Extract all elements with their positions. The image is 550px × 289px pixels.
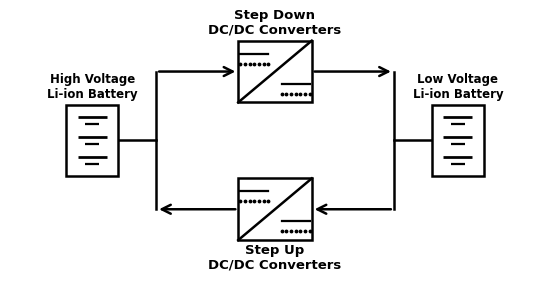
Text: Step Down
DC/DC Converters: Step Down DC/DC Converters [208,9,342,37]
Bar [432,105,484,176]
Text: Low Voltage
Li-ion Battery: Low Voltage Li-ion Battery [412,73,503,101]
Bar [238,178,312,240]
Bar [66,105,118,176]
Text: High Voltage
Li-ion Battery: High Voltage Li-ion Battery [47,73,138,101]
Text: Step Up
DC/DC Converters: Step Up DC/DC Converters [208,244,342,272]
Bar [238,41,312,102]
